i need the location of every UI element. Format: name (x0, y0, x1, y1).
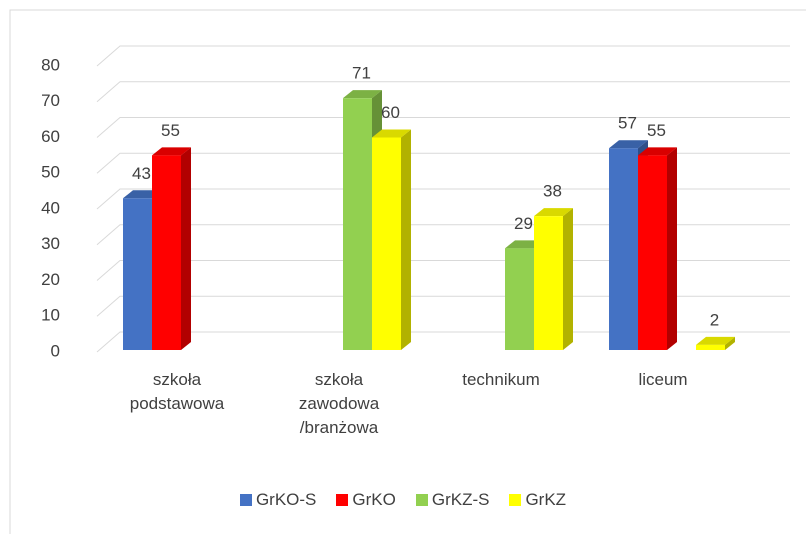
bar-top-shade (696, 336, 735, 345)
bar-side (563, 208, 573, 350)
chart-frame (9, 9, 806, 534)
bar-side-shade (725, 336, 735, 350)
legend-swatch (415, 494, 428, 506)
data-label: 57 (618, 114, 637, 133)
legend-label: GrKO-S (255, 490, 317, 509)
bar (343, 98, 372, 350)
data-label: 60 (381, 103, 400, 122)
data-label: 55 (647, 121, 666, 140)
data-label: 55 (161, 121, 180, 140)
grid-line (96, 331, 790, 353)
legend-label: GrKO (352, 490, 396, 509)
bar-top (343, 90, 382, 99)
data-label: 43 (132, 164, 151, 183)
bar (696, 344, 725, 350)
grid-line (96, 188, 790, 210)
legend-swatch (509, 494, 522, 506)
grid-line (96, 81, 790, 103)
legend: GrKO-S GrKO GrKZ-S GrKZ (0, 490, 806, 510)
bar-side (667, 147, 677, 350)
data-label: 29 (514, 214, 533, 233)
bar (152, 155, 181, 350)
y-tick-label: 50 (41, 163, 60, 182)
bar-side-shade (667, 147, 677, 350)
bar (638, 155, 667, 350)
y-tick-label: 40 (41, 198, 60, 217)
grid-line (96, 45, 790, 67)
bar-top (609, 140, 648, 149)
bar-side-shade (181, 147, 191, 350)
bar-side (401, 129, 411, 350)
bar-top (638, 147, 677, 156)
bar-top-shade (609, 140, 648, 149)
y-tick-label: 80 (41, 55, 60, 74)
bar-top-shade (534, 208, 573, 217)
x-tick-label: szkoła zawodowa /branżowa (298, 370, 380, 437)
bar-side (725, 336, 735, 350)
y-tick-label: 10 (41, 306, 60, 325)
grid-line (96, 117, 790, 138)
legend-item: GrKZ-S (415, 490, 490, 510)
bar-top-shade (152, 147, 191, 156)
grid-line (96, 295, 790, 317)
bar-top (696, 336, 735, 345)
legend-swatch (336, 494, 349, 506)
x-tick-label: szkoła podstawowa (129, 370, 225, 413)
data-label: 38 (543, 182, 562, 201)
data-label: 71 (352, 64, 371, 83)
bar-top-shade (343, 90, 382, 99)
bar-top-shade (372, 129, 411, 138)
bar (609, 148, 638, 350)
data-label: 2 (710, 310, 719, 329)
bar-top-shade (638, 147, 677, 156)
legend-swatch (239, 494, 252, 506)
bar-top (372, 129, 411, 138)
x-tick-label: technikum (462, 370, 540, 389)
grid-line (96, 260, 790, 281)
y-tick-label: 20 (41, 270, 60, 289)
legend-label: GrKZ-S (431, 490, 490, 509)
y-tick-label: 60 (41, 127, 60, 146)
y-tick-label: 70 (41, 91, 60, 110)
bar-top (152, 147, 191, 156)
bar (123, 198, 152, 350)
bar (505, 248, 534, 350)
y-tick-label: 30 (41, 234, 60, 253)
bar-side-shade (563, 208, 573, 350)
legend-label: GrKZ (525, 490, 567, 509)
bar (534, 216, 563, 350)
y-tick-label: 0 (51, 341, 60, 360)
bar-side-shade (401, 129, 411, 350)
legend-item: GrKZ (509, 490, 566, 510)
bar-side (181, 147, 191, 350)
grid-line (96, 152, 790, 174)
bar (372, 137, 401, 350)
bar-top (534, 208, 573, 217)
legend-item: GrKO-S (239, 490, 317, 510)
legend-item: GrKO (336, 490, 396, 510)
grid-line (96, 224, 790, 246)
x-tick-label: liceum (638, 370, 688, 389)
